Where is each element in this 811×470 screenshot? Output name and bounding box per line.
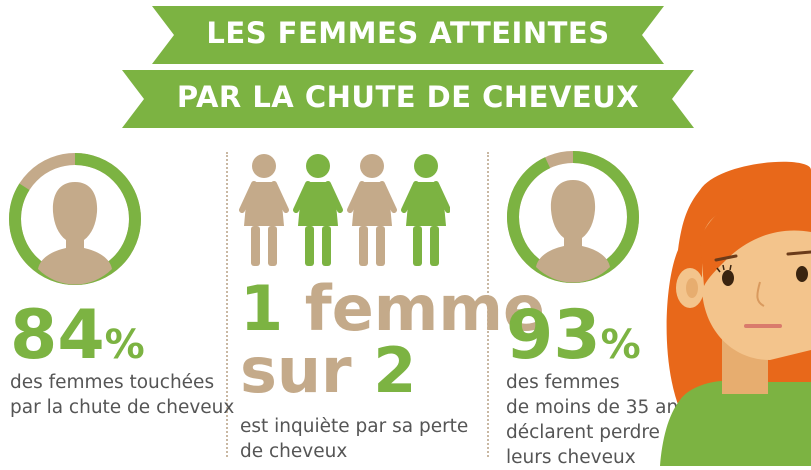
stat2-line2-number: 2 xyxy=(373,334,417,407)
stat1-number: 84 xyxy=(10,296,105,375)
stat2-line1-word: femme xyxy=(304,272,546,345)
stat1-caption-line1: des femmes touchées xyxy=(10,372,215,393)
stat1-caption: des femmes touchées par la chute de chev… xyxy=(10,370,234,420)
stat2-caption-line1: est inquiète par sa perte xyxy=(240,416,469,437)
stat3-caption-line4: leurs cheveux xyxy=(506,447,636,468)
stat3-caption-line1: des femmes xyxy=(506,372,620,393)
woman-silhouette-icon xyxy=(9,153,141,285)
stat3-number: 93 xyxy=(506,296,601,375)
stat1-value: 84% xyxy=(10,302,145,370)
worried-woman-illustration xyxy=(660,161,811,466)
stat3-unit: % xyxy=(600,322,641,368)
stat2-line1-number: 1 xyxy=(240,272,284,345)
woman-figure-icon xyxy=(401,154,450,266)
title-line-2: PAR LA CHUTE DE CHEVEUX xyxy=(176,80,640,114)
stat2-caption-line2: de cheveux xyxy=(240,441,348,462)
title-banner xyxy=(122,6,694,128)
stat2-line1: 1 femme xyxy=(240,278,545,340)
stat2-line2-word: sur xyxy=(240,334,352,407)
column-divider-left xyxy=(226,152,228,457)
stat2-line2: sur 2 xyxy=(240,340,416,402)
woman-figure-icon xyxy=(347,154,397,266)
stat3-caption-line2: de moins de 35 ans xyxy=(506,397,688,418)
stat1-unit: % xyxy=(104,322,145,368)
stat3-caption-line3: déclarent perdre xyxy=(506,422,660,443)
stat1-caption-line2: par la chute de cheveux xyxy=(10,397,235,418)
women-figures xyxy=(239,154,450,266)
woman-figure-icon xyxy=(293,154,343,266)
title-line-1: LES FEMMES ATTEINTES xyxy=(206,16,610,50)
woman-silhouette-icon-2 xyxy=(507,151,639,283)
stat3-value: 93% xyxy=(506,302,641,370)
stat2-caption: est inquiète par sa perte de cheveux xyxy=(240,414,468,464)
woman-figure-icon xyxy=(239,154,289,266)
stat3-caption: des femmes de moins de 35 ans déclarent … xyxy=(506,370,688,470)
column-divider-right xyxy=(487,152,489,457)
